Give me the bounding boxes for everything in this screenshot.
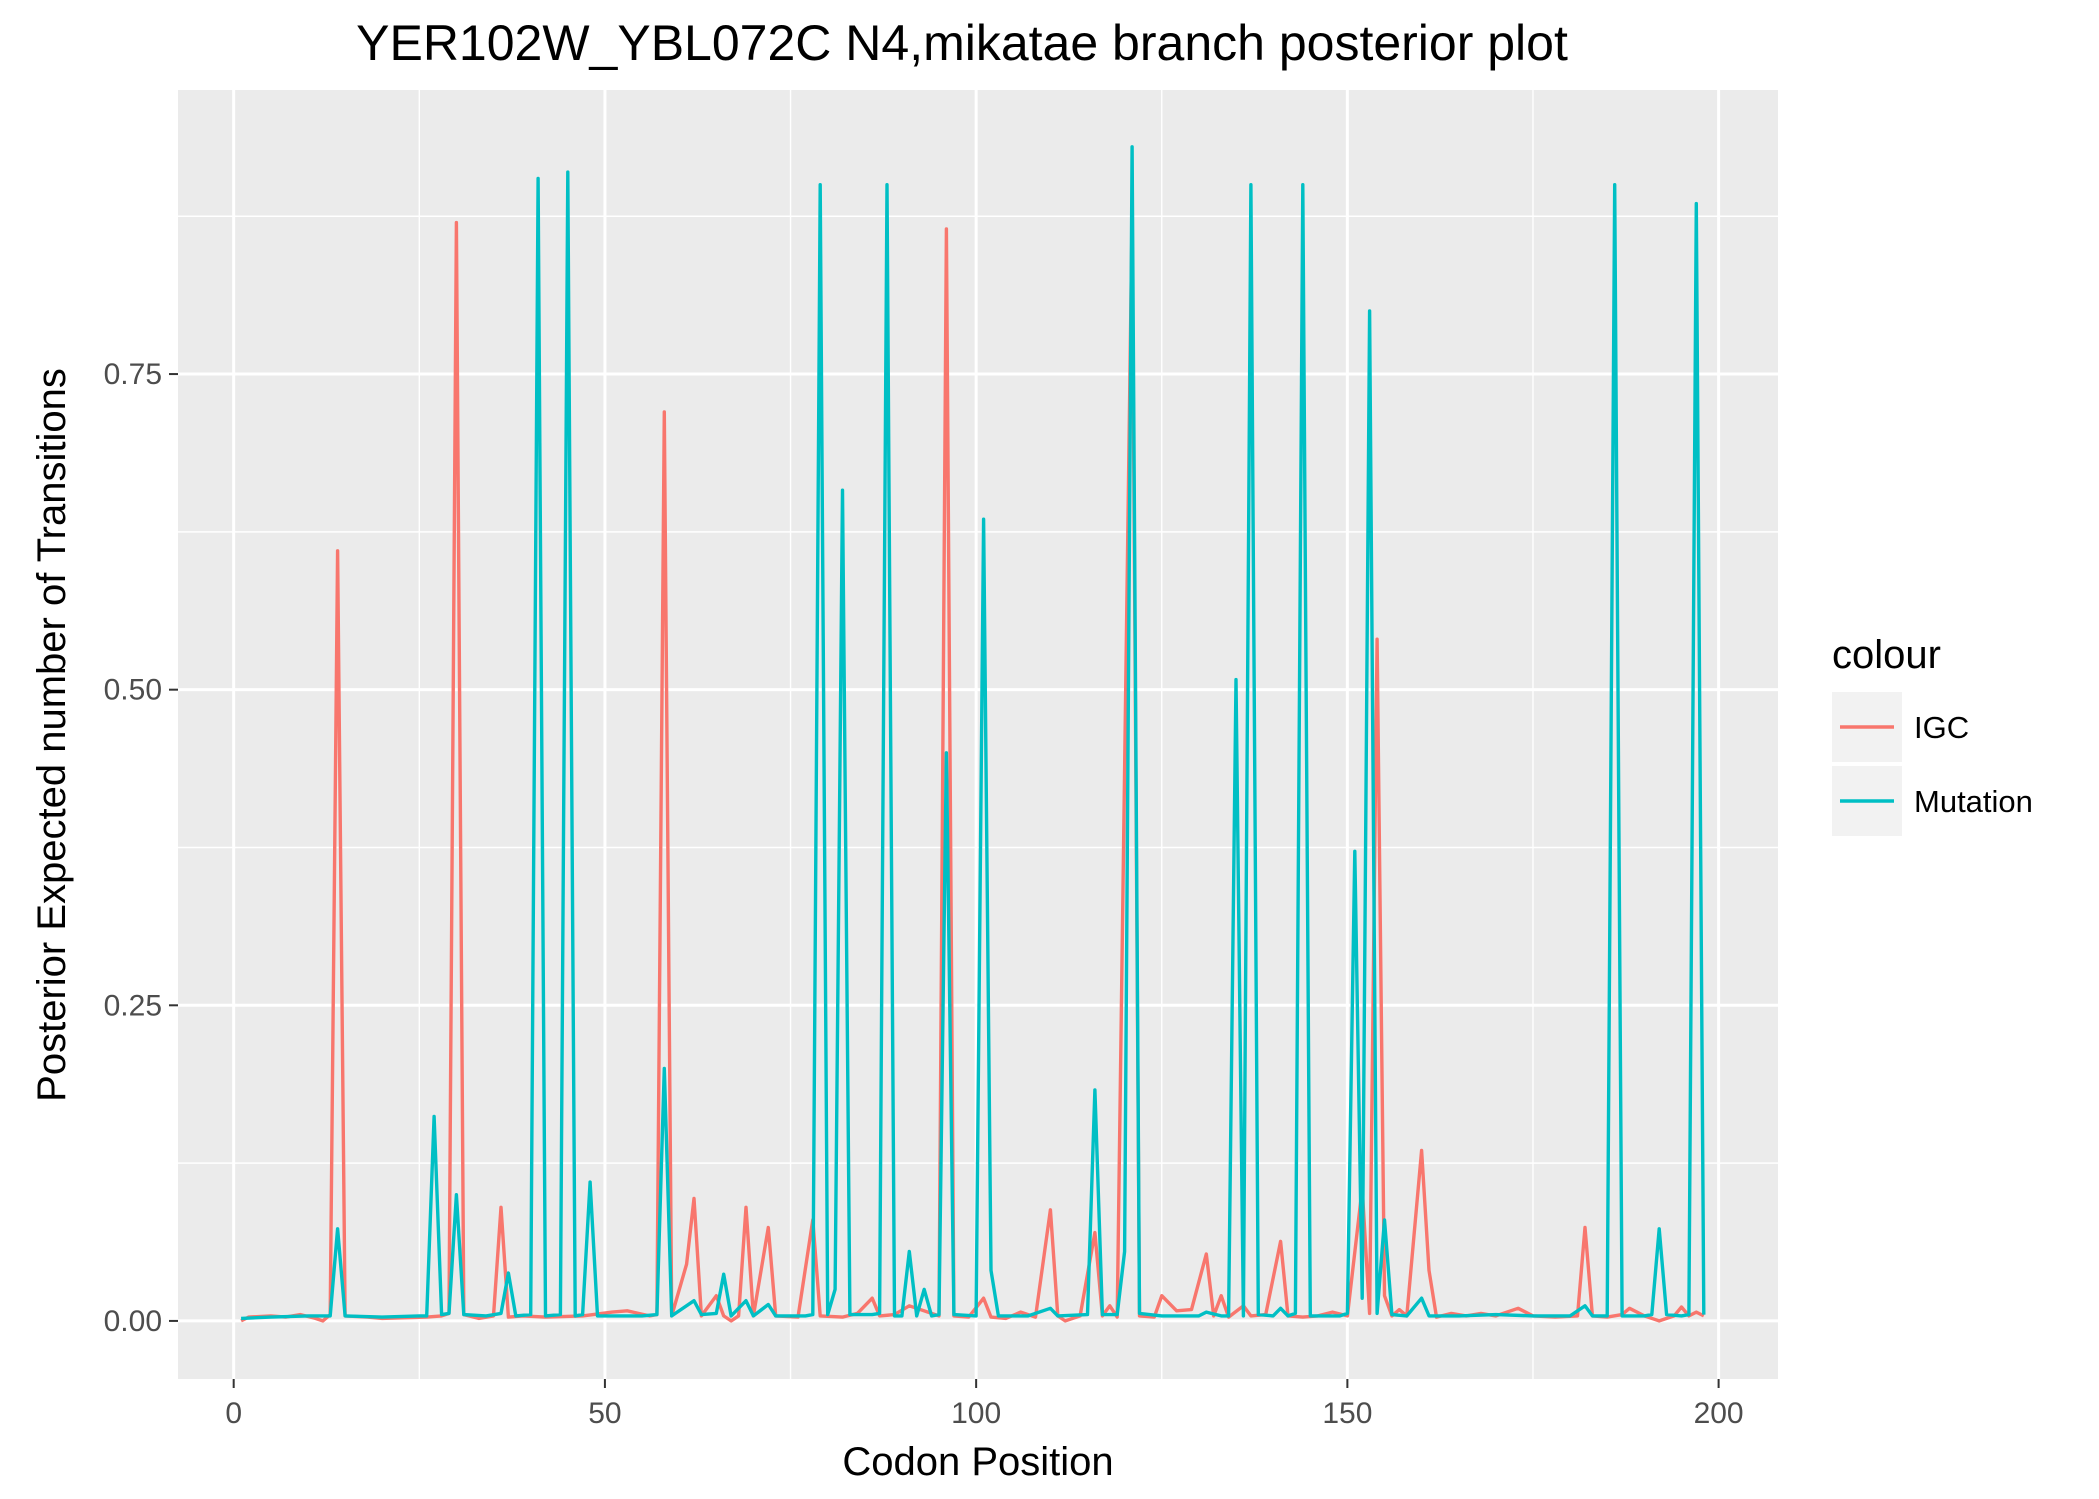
y-tick-label: 0.75: [104, 358, 162, 391]
y-tick-label: 0.00: [104, 1305, 162, 1338]
legend-entries: IGC Mutation: [1832, 692, 2033, 836]
series-line-mutation: [241, 145, 1706, 1321]
x-tick-label: 150: [1322, 1397, 1372, 1430]
x-axis: 0 50 100 150 200: [225, 1379, 1744, 1430]
y-tick-label: 0.25: [104, 989, 162, 1022]
y-axis-title: Posterior Expected number of Transitions: [30, 368, 74, 1102]
legend: colour IGC Mutation: [1832, 633, 2033, 836]
chart-title: YER102W_YBL072C N4,mikatae branch poster…: [356, 15, 1568, 71]
x-tick-label: 100: [951, 1397, 1001, 1430]
x-tick-label: 0: [225, 1397, 242, 1430]
legend-title: colour: [1832, 633, 1941, 677]
legend-label: IGC: [1914, 710, 1969, 745]
y-tick-label: 0.50: [104, 674, 162, 707]
grid-minor: [178, 90, 1778, 1379]
y-axis: 0.00 0.25 0.50 0.75: [104, 358, 178, 1338]
series-layer: [240, 145, 1706, 1323]
x-axis-title: Codon Position: [842, 1440, 1113, 1484]
legend-label: Mutation: [1914, 784, 2033, 819]
x-tick-label: 50: [588, 1397, 621, 1430]
x-tick-label: 200: [1694, 1397, 1744, 1430]
